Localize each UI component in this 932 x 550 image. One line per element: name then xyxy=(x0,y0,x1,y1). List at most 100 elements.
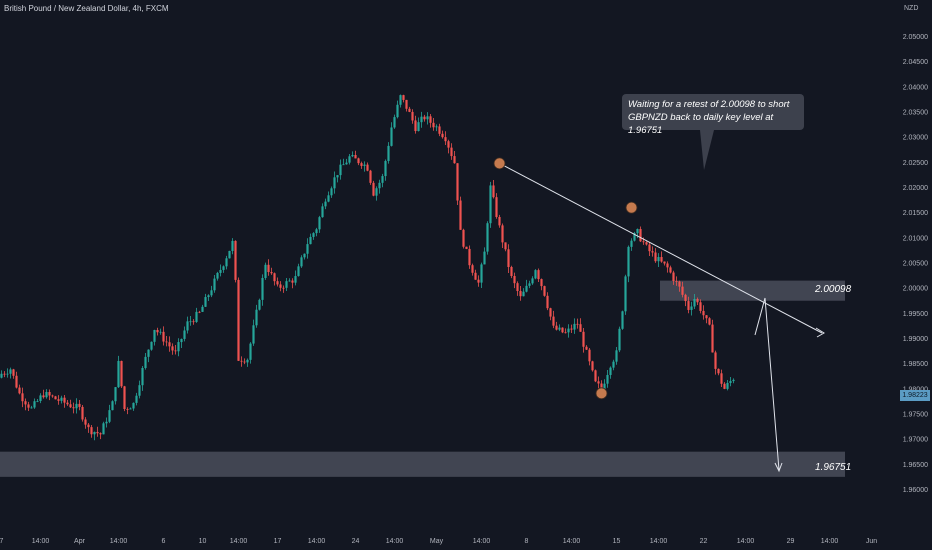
candle-body xyxy=(246,359,249,363)
candle-body xyxy=(633,233,636,241)
candle-body xyxy=(591,361,594,371)
candle-body xyxy=(273,273,276,282)
candle-body xyxy=(615,350,618,362)
candle-body xyxy=(678,281,681,287)
candle-body xyxy=(207,295,210,298)
price-tick-label: 2.04000 xyxy=(903,84,928,91)
candle-body xyxy=(354,154,357,159)
candle-body xyxy=(336,175,339,178)
upper_zone[interactable] xyxy=(660,280,845,301)
candle-body xyxy=(684,294,687,302)
candle-body xyxy=(459,200,462,230)
candle-body xyxy=(63,397,66,403)
candle-body xyxy=(330,188,333,196)
time-tick-label: 6 xyxy=(162,538,166,545)
candle-body xyxy=(159,331,162,333)
candle-body xyxy=(360,163,363,166)
candle-body xyxy=(165,341,168,343)
candle-body xyxy=(333,177,336,189)
candle-body xyxy=(675,280,678,282)
candle-body xyxy=(645,242,648,245)
candle-body xyxy=(375,188,378,196)
candle-body xyxy=(261,277,264,300)
candle-body xyxy=(213,278,216,291)
candle-body xyxy=(54,396,57,400)
trendline[interactable] xyxy=(499,162,823,334)
projection-path[interactable] xyxy=(754,297,780,471)
price-tick-label: 2.02000 xyxy=(903,185,928,192)
callout-line-2: GBPNZD back to daily key level at 1.9675… xyxy=(628,112,774,136)
candle-body xyxy=(492,185,495,198)
candle-body xyxy=(177,342,180,352)
time-tick-label: 14:00 xyxy=(563,538,581,545)
candlestick-series xyxy=(0,94,735,441)
candle-body xyxy=(45,391,48,398)
candle-body xyxy=(687,301,690,310)
candle-body xyxy=(534,270,537,279)
upper-level-label: 2.00098 xyxy=(814,284,852,295)
candle-body xyxy=(57,399,60,401)
candle-body xyxy=(204,297,207,307)
candle-body xyxy=(630,240,633,247)
candle-body xyxy=(618,328,621,351)
candle-body xyxy=(102,423,105,435)
candle-body xyxy=(372,182,375,196)
time-tick-label: May xyxy=(430,538,444,545)
candle-body xyxy=(249,343,252,360)
candle-body xyxy=(252,325,255,344)
candle-body xyxy=(234,240,237,280)
pivot-marker[interactable] xyxy=(625,201,638,214)
price-tick-label: 1.98000 xyxy=(903,386,928,393)
candle-body xyxy=(120,360,123,387)
candle-body xyxy=(486,223,489,252)
candle-body xyxy=(51,395,54,397)
time-tick-label: 15 xyxy=(613,538,621,545)
candle-body xyxy=(366,164,369,171)
candle-body xyxy=(690,306,693,310)
annotation-callout[interactable]: Waiting for a retest of 2.00098 to short… xyxy=(622,94,804,136)
time-tick-label: 10 xyxy=(199,538,207,545)
candle-body xyxy=(636,229,639,234)
candle-body xyxy=(150,341,153,350)
candle-body xyxy=(192,321,195,323)
candle-body xyxy=(555,325,558,330)
candle-body xyxy=(105,421,108,424)
candle-body xyxy=(408,108,411,112)
candle-body xyxy=(453,156,456,164)
candle-body xyxy=(696,298,699,303)
candle-body xyxy=(282,287,285,289)
pivot-marker[interactable] xyxy=(493,157,506,170)
candle-body xyxy=(540,279,543,287)
candle-body xyxy=(579,324,582,332)
time-tick-label: 14:00 xyxy=(32,538,50,545)
symbol-title[interactable]: British Pound / New Zealand Dollar, 4h, … xyxy=(4,4,169,13)
candle-body xyxy=(711,324,714,353)
candle-body xyxy=(414,120,417,132)
candle-body xyxy=(552,316,555,326)
candle-body xyxy=(141,367,144,386)
time-tick-label: 22 xyxy=(700,538,708,545)
candle-body xyxy=(297,266,300,277)
candle-body xyxy=(60,397,63,401)
candle-body xyxy=(162,331,165,342)
candle-body xyxy=(345,162,348,165)
candle-body xyxy=(90,427,93,435)
candle-body xyxy=(705,315,708,319)
candle-body xyxy=(312,233,315,237)
candle-body xyxy=(432,122,435,128)
candle-body xyxy=(144,356,147,368)
lower_zone[interactable] xyxy=(0,451,845,477)
candle-body xyxy=(378,182,381,189)
pivot-marker[interactable] xyxy=(595,387,608,400)
price-tick-label: 2.01000 xyxy=(903,235,928,242)
candle-body xyxy=(327,195,330,202)
candle-body xyxy=(561,327,564,333)
candle-body xyxy=(477,279,480,283)
candle-body xyxy=(18,387,21,394)
candle-body xyxy=(279,284,282,288)
candle-body xyxy=(21,393,24,402)
candle-body xyxy=(702,310,705,316)
candle-body xyxy=(99,433,102,435)
time-tick-label: 29 xyxy=(787,538,795,545)
